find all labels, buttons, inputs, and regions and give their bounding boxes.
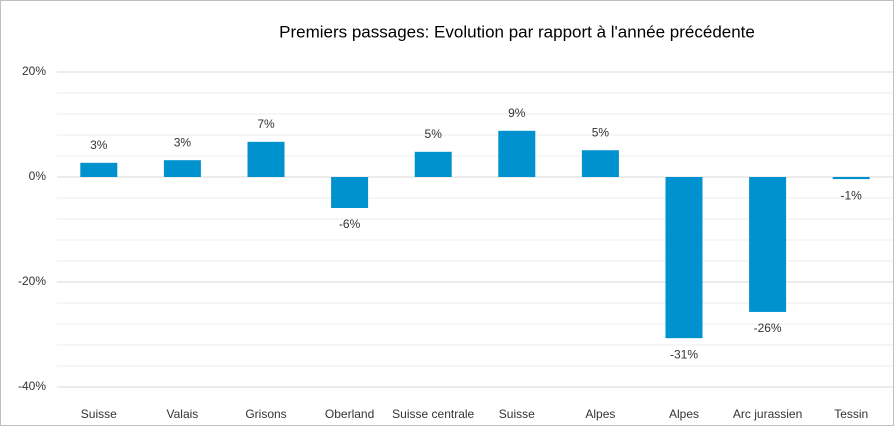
bar <box>498 130 536 177</box>
data-label: 3% <box>90 138 108 152</box>
bar <box>749 177 787 312</box>
x-tick-label: Grisons <box>245 407 286 421</box>
x-tick-label: Valais <box>167 407 199 421</box>
bar <box>163 160 201 177</box>
x-tick-label: Suisse <box>81 407 117 421</box>
x-tick-label: Oberland <box>325 407 374 421</box>
bar <box>581 150 619 177</box>
y-tick-label: 0% <box>29 169 47 183</box>
bar <box>80 162 118 177</box>
data-label: -6% <box>339 217 361 231</box>
data-label: -31% <box>670 347 698 361</box>
data-label: 5% <box>425 127 443 141</box>
data-label: -26% <box>754 321 782 335</box>
y-tick-label: -20% <box>18 274 46 288</box>
data-label: 9% <box>508 106 526 120</box>
bar <box>414 151 452 177</box>
x-tick-label: Arc jurassien <box>733 407 802 421</box>
y-tick-label: 20% <box>22 64 46 78</box>
x-tick-label: Suisse centrale <box>392 407 474 421</box>
x-tick-label: Suisse <box>499 407 535 421</box>
x-tick-label: Tessin <box>834 407 868 421</box>
chart-title: Premiers passages: Evolution par rapport… <box>279 22 755 41</box>
bar <box>247 141 285 177</box>
data-label: -1% <box>841 188 863 202</box>
y-tick-label: -40% <box>18 379 46 393</box>
data-label: 3% <box>174 135 192 149</box>
data-label: 7% <box>257 117 275 131</box>
bar <box>832 177 870 180</box>
bar <box>331 177 369 208</box>
data-label: 5% <box>592 125 610 139</box>
bar <box>665 177 703 339</box>
x-tick-label: Alpes <box>585 407 615 421</box>
x-tick-label: Alpes <box>669 407 699 421</box>
